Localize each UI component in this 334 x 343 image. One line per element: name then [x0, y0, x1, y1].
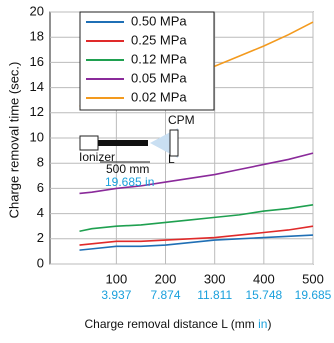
x-tick-label-in: 19.685	[295, 288, 332, 302]
x-tick-label: 100	[106, 271, 128, 286]
series-line	[79, 225, 314, 246]
legend-label: 0.25 MPa	[131, 32, 187, 47]
x-tick-label: 500	[302, 271, 324, 286]
x-tick-label: 400	[253, 271, 275, 286]
x-axis-label: Charge removal distance L (mm in)	[85, 317, 272, 331]
x-tick-label: 300	[204, 271, 226, 286]
legend-label: 0.50 MPa	[131, 13, 187, 28]
distance-mm: 500 mm	[106, 162, 149, 176]
l-label: L	[168, 152, 175, 166]
x-label-main: Charge removal distance L (mm	[85, 317, 255, 331]
y-tick-label: 8	[37, 155, 44, 170]
ionizer-label: Ionizer	[79, 150, 115, 164]
series-line	[79, 203, 314, 233]
cpm-label: CPM	[168, 113, 195, 127]
ionizer-body	[79, 135, 99, 151]
x-tick-label-in: 15.748	[245, 288, 282, 302]
legend-label: 0.02 MPa	[131, 89, 187, 104]
y-tick-label: 16	[30, 54, 44, 69]
distance-in: 19.685 in	[105, 175, 154, 189]
y-tick-label: 18	[30, 29, 44, 44]
series-line	[79, 234, 314, 251]
x-tick-label: 200	[155, 271, 177, 286]
x-label-close: )	[267, 317, 271, 331]
y-tick-label: 4	[37, 205, 44, 220]
plot-area: 0 2 4 6 8 10 12 14 16 18 20 100 3.937 200 7.874 300 11.8…	[30, 3, 332, 302]
x-tick-label-in: 3.937	[101, 288, 131, 302]
y-tick-label: 20	[30, 3, 44, 18]
y-tick-label: 12	[30, 104, 44, 119]
x-tick-label-in: 7.874	[151, 288, 181, 302]
legend-label: 0.05 MPa	[131, 70, 187, 85]
y-tick-label: 2	[37, 230, 44, 245]
x-label-unit2: in	[258, 317, 267, 331]
y-tick-label: 10	[30, 129, 44, 144]
y-axis-label: Charge removal time (sec.)	[6, 62, 21, 219]
legend-label: 0.12 MPa	[131, 51, 187, 66]
series-line	[79, 152, 314, 195]
legend: 0.50 MPa 0.25 MPa 0.12 MPa 0.05 MPa 0.02 MPa	[79, 11, 215, 111]
nozzle	[98, 140, 148, 146]
y-tick-label: 6	[37, 180, 44, 195]
cpm-plate	[169, 129, 179, 157]
y-tick-label: 0	[37, 255, 44, 270]
inset-diagram: Ionizer 500 mm 19.685 in CPM L	[79, 113, 195, 189]
x-tick-label-in: 11.811	[197, 288, 232, 302]
y-tick-label: 14	[30, 79, 44, 94]
